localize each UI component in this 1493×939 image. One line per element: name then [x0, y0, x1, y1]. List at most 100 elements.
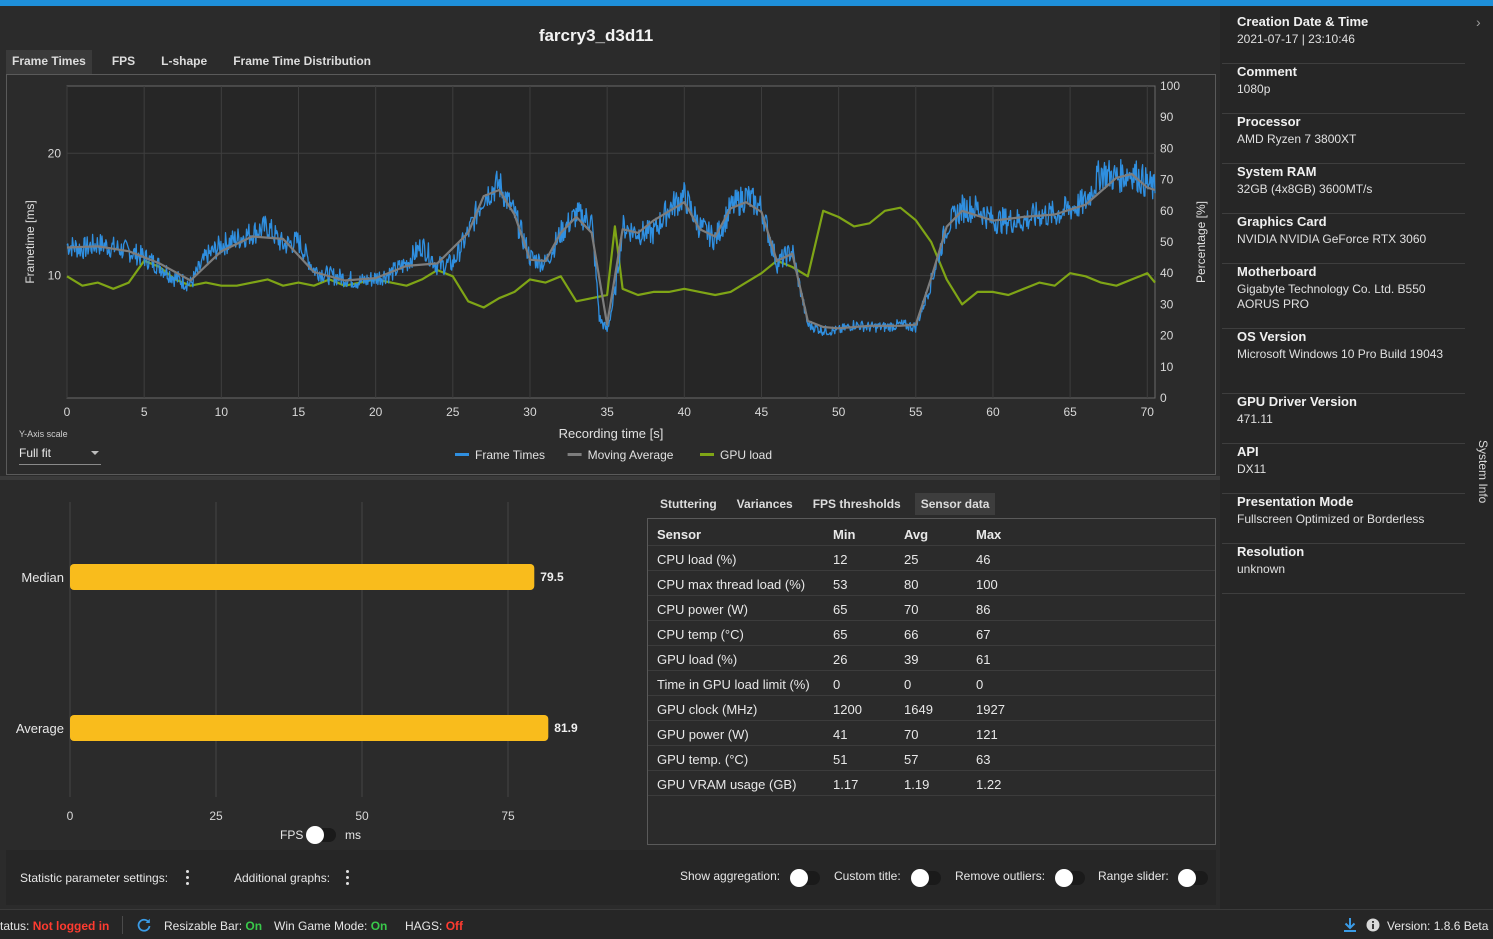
system-info-item: Comment 1080p — [1222, 64, 1465, 114]
system-info-item: Graphics Card NVIDIA NVIDIA GeForce RTX 3… — [1222, 214, 1465, 264]
sensor-data-table: Sensor Min Avg Max CPU load (%) 12 25 46 CPU max… — [647, 518, 1216, 845]
show-aggregation-toggle[interactable] — [790, 869, 820, 887]
system-info-item: Processor AMD Ryzen 7 3800XT — [1222, 114, 1465, 164]
table-cell: CPU max thread load (%) — [657, 577, 806, 592]
table-cell: 1200 — [833, 702, 862, 717]
frametime-chart[interactable]: 0 5 10 15 20 25 30 35 40 45 50 55 60 65 70 10 20 0 10 20 30 4… — [7, 75, 1215, 474]
y-axis-scale-select[interactable]: Full fit — [19, 443, 101, 465]
column-header: Sensor — [657, 527, 702, 542]
bar-x-tick-label: 25 — [209, 809, 223, 823]
win-game-mode-label: Win Game Mode: — [274, 919, 368, 933]
bar-category-label: Average — [16, 721, 64, 736]
info-icon[interactable] — [1366, 918, 1380, 932]
subtab-fps-thresholds[interactable]: FPS thresholds — [812, 497, 901, 511]
toggle-knob — [306, 826, 324, 844]
chevron-down-icon — [91, 451, 99, 455]
bar-x-tick-label: 75 — [501, 809, 515, 823]
table-row[interactable]: GPU clock (MHz) 1200 1649 1927 — [648, 696, 1215, 721]
chevron-right-icon[interactable]: › — [1476, 14, 1481, 30]
y2-tick-label: 80 — [1160, 141, 1174, 155]
table-cell: 53 — [833, 577, 848, 592]
resizable-bar-status: Resizable Bar: On — [164, 919, 262, 933]
table-row[interactable]: CPU max thread load (%) 53 80 100 — [648, 571, 1215, 596]
table-row[interactable]: GPU load (%) 26 39 61 — [648, 646, 1215, 671]
table-cell: GPU clock (MHz) — [657, 702, 758, 717]
table-row[interactable]: Time in GPU load limit (%) 0 0 0 — [648, 671, 1215, 696]
x-tick-label: 5 — [141, 405, 148, 419]
refresh-icon[interactable] — [136, 917, 152, 933]
bar-value-label: 79.5 — [540, 570, 564, 584]
table-row[interactable]: GPU power (W) 41 70 121 — [648, 721, 1215, 746]
statistics-subtabs: Stuttering Variances FPS thresholds Sens… — [654, 493, 1003, 515]
stat-settings-more-icon[interactable] — [186, 870, 190, 886]
table-cell: 80 — [904, 577, 919, 592]
bar-value-label: 81.9 — [554, 721, 578, 735]
system-info-value: Gigabyte Technology Co. Ltd. B550 AORUS … — [1237, 282, 1426, 311]
y-tick-label: 10 — [48, 269, 62, 283]
column-header: Avg — [904, 527, 929, 542]
tab-frame-times[interactable]: Frame Times — [6, 50, 92, 74]
login-status-value[interactable]: Not logged in — [32, 919, 110, 933]
table-cell: Time in GPU load limit (%) — [657, 677, 810, 692]
table-cell: CPU power (W) — [657, 602, 749, 617]
remove-outliers-toggle[interactable] — [1055, 869, 1085, 887]
status-separator — [122, 916, 123, 934]
system-info-item: API DX11 — [1222, 444, 1465, 494]
y2-axis-title: Percentage [%] — [1194, 201, 1208, 283]
system-info-item: System RAM 32GB (4x8GB) 3600MT/s — [1222, 164, 1465, 214]
y2-tick-label: 90 — [1160, 110, 1174, 124]
subtab-variances[interactable]: Variances — [736, 497, 793, 511]
table-cell: 0 — [833, 677, 841, 692]
bar-category-label: Median — [21, 570, 64, 585]
subtab-stuttering[interactable]: Stuttering — [660, 497, 717, 511]
chart-tabs: Frame Times FPS L-shape Frame Time Distr… — [6, 50, 391, 74]
download-icon[interactable] — [1343, 917, 1357, 933]
table-cell: 70 — [904, 602, 919, 617]
custom-title-toggle[interactable] — [911, 869, 941, 887]
table-cell: CPU temp (°C) — [657, 627, 744, 642]
table-row[interactable]: CPU power (W) 65 70 86 — [648, 596, 1215, 621]
bottom-options-bar: Statistic parameter settings: Additional… — [6, 850, 1216, 905]
table-row[interactable]: GPU VRAM usage (GB) 1.17 1.19 1.22 — [648, 771, 1215, 796]
table-cell: 70 — [904, 727, 919, 742]
table-cell: GPU VRAM usage (GB) — [657, 777, 797, 792]
table-cell: 39 — [904, 652, 919, 667]
x-tick-label: 60 — [986, 405, 1000, 419]
table-row[interactable]: CPU load (%) 12 25 46 — [648, 546, 1215, 571]
system-info-key: Resolution — [1237, 544, 1305, 559]
system-info-value: DX11 — [1237, 462, 1267, 476]
table-cell: 61 — [976, 652, 991, 667]
table-row[interactable]: CPU temp (°C) 65 66 67 — [648, 621, 1215, 646]
subtab-sensor-data[interactable]: Sensor data — [914, 493, 996, 515]
system-info-tab[interactable]: System Info — [1476, 440, 1490, 504]
table-cell: 51 — [833, 752, 848, 767]
table-cell: 26 — [833, 652, 848, 667]
unit-toggle-ms-label: ms — [345, 828, 361, 842]
system-info-key: Motherboard — [1237, 264, 1317, 279]
y2-tick-label: 30 — [1160, 297, 1174, 311]
tab-fps[interactable]: FPS — [111, 54, 136, 68]
column-header: Min — [833, 527, 856, 542]
legend-item[interactable]: Frame Times — [455, 448, 545, 462]
sensor-table-header: Sensor Min Avg Max — [648, 521, 1215, 546]
additional-graphs-more-icon[interactable] — [346, 870, 350, 886]
table-cell: 63 — [976, 752, 991, 767]
range-slider-toggle[interactable] — [1178, 869, 1208, 887]
custom-title-label: Custom title: — [834, 869, 901, 883]
table-row[interactable]: GPU temp. (°C) 51 57 63 — [648, 746, 1215, 771]
table-cell: 66 — [904, 627, 919, 642]
fps-ms-toggle[interactable] — [306, 826, 336, 844]
toggle-knob — [1055, 869, 1073, 887]
system-info-key: Processor — [1237, 114, 1301, 129]
tab-l-shape[interactable]: L-shape — [161, 54, 208, 68]
table-cell: 67 — [976, 627, 991, 642]
y2-tick-label: 60 — [1160, 204, 1174, 218]
x-tick-label: 35 — [600, 405, 614, 419]
legend-item[interactable]: Moving Average — [567, 448, 674, 462]
system-info-value: Microsoft Windows 10 Pro Build 19043 — [1237, 347, 1444, 361]
tab-frame-time-distribution[interactable]: Frame Time Distribution — [233, 54, 371, 68]
frametime-chart-frame: 0 5 10 15 20 25 30 35 40 45 50 55 60 65 70 10 20 0 10 20 30 4… — [6, 74, 1216, 475]
x-axis-title: Recording time [s] — [559, 426, 664, 441]
legend-item[interactable]: GPU load — [700, 448, 772, 462]
x-tick-label: 40 — [678, 405, 692, 419]
